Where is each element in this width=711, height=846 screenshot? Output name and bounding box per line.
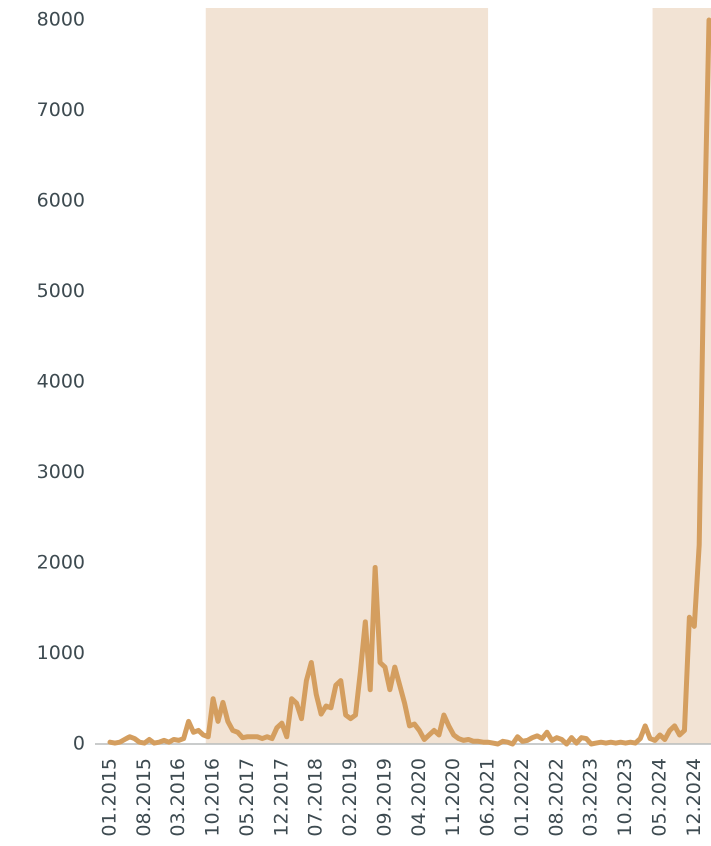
y-tick-label: 7000 bbox=[37, 99, 85, 121]
line bbox=[107, 17, 711, 747]
x-tick-label: 07.2018 bbox=[305, 758, 327, 837]
x-tick-label: 03.2023 bbox=[580, 758, 602, 837]
y-tick-label: 4000 bbox=[37, 371, 85, 393]
x-tick-label: 03.2016 bbox=[167, 758, 189, 837]
x-tick-label: 01.2015 bbox=[99, 758, 121, 837]
x-tick-label: 06.2021 bbox=[477, 758, 499, 837]
x-tick-label: 08.2015 bbox=[133, 758, 155, 837]
x-tick-label: 05.2024 bbox=[648, 758, 670, 837]
x-tick-label: 12.2017 bbox=[270, 758, 292, 837]
y-tick-label: 5000 bbox=[37, 280, 85, 302]
y-tick-label: 2000 bbox=[37, 552, 85, 574]
x-tick-label: 09.2019 bbox=[373, 758, 395, 837]
shaded-period bbox=[205, 8, 489, 744]
x-tick-label: 05.2017 bbox=[236, 758, 258, 837]
x-tick-label: 02.2019 bbox=[339, 758, 361, 837]
y-tick-label: 3000 bbox=[37, 461, 85, 483]
x-tick-label: 12.2024 bbox=[683, 758, 705, 837]
x-tick-label: 04.2020 bbox=[408, 758, 430, 837]
y-tick-label: 1000 bbox=[37, 642, 85, 664]
y-tick-label: 8000 bbox=[37, 9, 85, 31]
x-tick-label: 08.2022 bbox=[545, 758, 567, 837]
y-tick-label: 0 bbox=[73, 733, 85, 755]
x-tick-label: 11.2020 bbox=[442, 758, 464, 837]
x-tick-label: 01.2022 bbox=[511, 758, 533, 837]
y-tick-label: 6000 bbox=[37, 190, 85, 212]
x-tick-label: 10.2016 bbox=[202, 758, 224, 837]
x-tick-label: 10.2023 bbox=[614, 758, 636, 837]
